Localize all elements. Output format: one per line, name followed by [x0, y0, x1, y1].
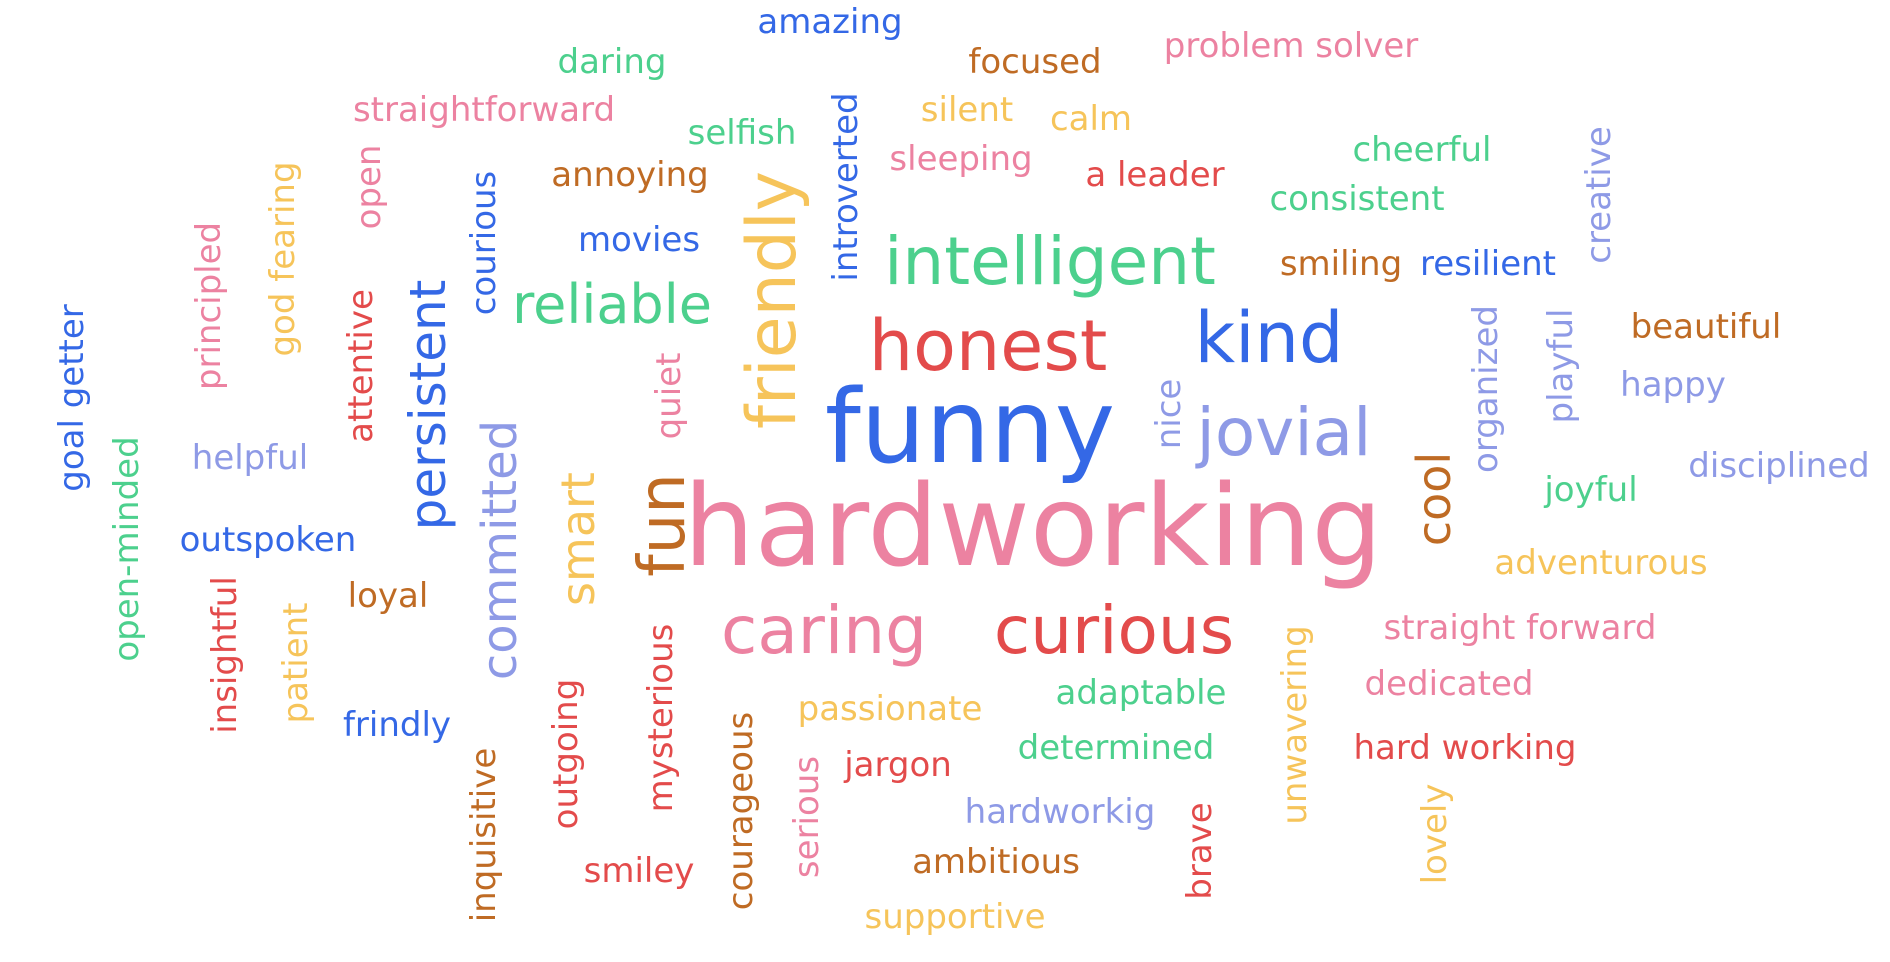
word-frindly: frindly — [342, 705, 452, 745]
word-outspoken: outspoken — [179, 520, 357, 560]
word-courageous: courageous — [721, 711, 761, 911]
word-committed: committed — [472, 419, 528, 681]
word-playful: playful — [1541, 308, 1581, 424]
word-focused: focused — [968, 42, 1102, 82]
word-goal-getter: goal getter — [52, 304, 92, 492]
word-helpful: helpful — [191, 438, 309, 478]
word-friendly: friendly — [733, 170, 812, 430]
word-hardworkig: hardworkig — [964, 792, 1156, 832]
word-serious: serious — [787, 755, 827, 879]
word-quiet: quiet — [649, 352, 689, 440]
word-unwavering: unwavering — [1275, 625, 1315, 825]
word-intelligent: intelligent — [884, 223, 1216, 300]
word-joyful: joyful — [1544, 470, 1638, 510]
word-adventurous: adventurous — [1494, 543, 1708, 583]
word-fun: fun — [626, 473, 700, 577]
word-supportive: supportive — [864, 897, 1046, 937]
word-principled: principled — [189, 221, 229, 391]
word-a-leader: a leader — [1085, 155, 1225, 195]
word-jargon: jargon — [844, 745, 952, 785]
word-open: open — [349, 144, 389, 230]
word-ambitious: ambitious — [912, 842, 1080, 882]
word-sleeping: sleeping — [889, 139, 1033, 179]
word-determined: determined — [1017, 728, 1215, 768]
word-hardworking: hardworking — [683, 462, 1383, 592]
word-silent: silent — [920, 90, 1014, 130]
word-daring: daring — [557, 42, 667, 82]
word-cheerful: cheerful — [1352, 130, 1492, 170]
word-attentive: attentive — [341, 289, 381, 443]
word-funny: funny — [824, 368, 1116, 487]
word-honest: honest — [868, 305, 1108, 387]
word-patient: patient — [276, 602, 316, 724]
word-smiley: smiley — [583, 851, 695, 891]
word-happy: happy — [1620, 365, 1726, 405]
word-nice: nice — [1149, 378, 1189, 450]
word-courious: courious — [464, 170, 504, 316]
word-straightforward: straightforward — [352, 90, 616, 130]
word-smart: smart — [551, 472, 605, 606]
word-god-fearing: god fearing — [263, 161, 303, 357]
word-smiling: smiling — [1279, 244, 1403, 284]
word-passionate: passionate — [797, 689, 983, 729]
word-insightful: insightful — [205, 576, 245, 734]
word-creative: creative — [1579, 126, 1619, 264]
word-consistent: consistent — [1269, 179, 1445, 219]
word-outgoing: outgoing — [546, 678, 586, 830]
word-open-minded: open-minded — [107, 436, 147, 662]
word-problem-solver: problem solver — [1163, 26, 1419, 66]
word-caring: caring — [721, 592, 927, 669]
word-kind: kind — [1194, 297, 1344, 379]
word-lovely: lovely — [1415, 783, 1455, 885]
word-movies: movies — [577, 220, 701, 260]
word-organized: organized — [1466, 305, 1506, 473]
word-selfish: selfish — [687, 113, 797, 153]
word-annoying: annoying — [551, 155, 709, 195]
word-calm: calm — [1049, 99, 1133, 139]
word-amazing: amazing — [757, 2, 903, 42]
word-hard-working: hard working — [1353, 728, 1577, 768]
word-inquisitive: inquisitive — [464, 747, 504, 923]
word-straight-forward: straight forward — [1383, 608, 1657, 648]
word-resilient: resilient — [1420, 244, 1556, 284]
word-cool: cool — [1407, 451, 1461, 547]
word-jovial: jovial — [1196, 394, 1372, 471]
word-brave: brave — [1180, 802, 1220, 900]
word-loyal: loyal — [347, 576, 429, 616]
word-beautiful: beautiful — [1630, 307, 1782, 347]
word-curious: curious — [993, 592, 1235, 669]
word-adaptable: adaptable — [1055, 673, 1227, 713]
word-disciplined: disciplined — [1688, 446, 1870, 486]
word-reliable: reliable — [512, 273, 712, 336]
word-mysterious: mysterious — [641, 623, 681, 813]
word-dedicated: dedicated — [1364, 664, 1534, 704]
word-introverted: introverted — [826, 92, 866, 282]
word-persistent: persistent — [399, 279, 457, 531]
